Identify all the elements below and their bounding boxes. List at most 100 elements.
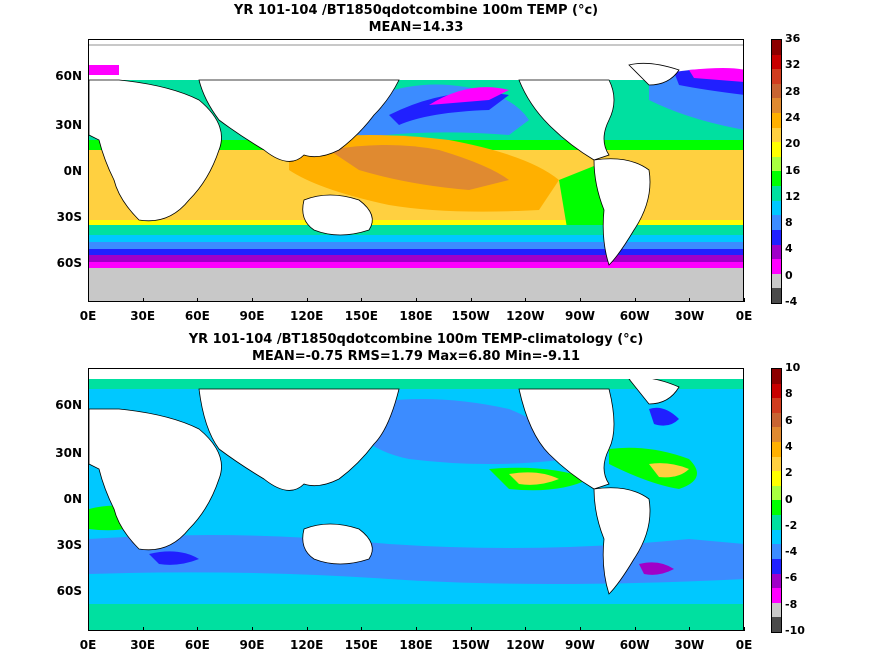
panel1-colorbar-swatch xyxy=(772,215,781,230)
panel2-lon-label: 150W xyxy=(451,638,490,652)
panel2-colorbar-label: -2 xyxy=(785,518,798,532)
panel1-colorbar-label: 0 xyxy=(785,268,793,282)
panel2-colorbar-swatch xyxy=(772,602,781,618)
panel1-lat-0n: 0N xyxy=(63,164,82,178)
panel2-colorbar-swatch xyxy=(772,442,781,457)
panel2-lon-tick xyxy=(580,627,581,631)
panel2-lon-tick xyxy=(361,627,363,631)
panel2-lon-label: 60W xyxy=(619,638,650,652)
panel2-lon-tick xyxy=(744,627,745,631)
panel1-lon-label: 90E xyxy=(239,309,265,323)
panel2-lat-30n: 30N xyxy=(55,446,82,460)
panel2-colorbar-label: -4 xyxy=(785,545,798,559)
panel2-colorbar-label: 2 xyxy=(785,466,793,480)
panel2-colorbar-swatch xyxy=(772,427,781,443)
panel1-colorbar-swatch xyxy=(772,259,781,274)
panel2-lon-label: 150E xyxy=(344,638,378,652)
panel1-lon-tick xyxy=(689,298,691,302)
panel2-colorbar-swatch xyxy=(772,617,781,632)
panel2-lon-label: 120W xyxy=(506,638,545,652)
panel2-colorbar-swatch xyxy=(772,500,781,516)
panel1-lon-tick xyxy=(470,298,472,302)
panel1-map xyxy=(88,39,744,302)
panel1-colorbar-swatch xyxy=(772,156,781,172)
panel2-colorbar-label: 4 xyxy=(785,439,793,453)
panel2-lon-tick xyxy=(416,627,417,631)
panel2-colorbar-label: 10 xyxy=(785,361,801,374)
panel2-colorbar-swatch xyxy=(772,588,781,603)
panel2-colorbar-swatch xyxy=(772,485,781,501)
panel2-lon-tick xyxy=(306,627,308,631)
panel2-colorbar-swatch xyxy=(772,412,781,428)
panel1-lon-label: 60E xyxy=(184,309,210,323)
panel1-colorbar-swatch xyxy=(772,171,781,187)
panel1-lon-label: 150E xyxy=(344,309,378,323)
panel2-lon-label: 60E xyxy=(184,638,210,652)
panel2-lon-label: 180E xyxy=(399,638,433,652)
panel1-lon-label: 120E xyxy=(290,309,324,323)
panel1-lon-tick xyxy=(634,298,636,302)
panel2-colorbar-swatch xyxy=(772,544,781,559)
panel2-title-line1: YR 101-104 /BT1850qdotcombine 100m TEMP-… xyxy=(188,332,644,347)
panel2-lat-30s: 30S xyxy=(56,538,82,552)
panel1-colorbar-label: 24 xyxy=(785,110,801,124)
panel1-colorbar-label: 16 xyxy=(785,163,801,177)
panel2-colorbar-swatch xyxy=(772,456,781,472)
panel1-colorbar-swatch xyxy=(772,98,781,114)
panel1-lon-tick xyxy=(252,298,253,302)
panel1-title-line1: YR 101-104 /BT1850qdotcombine 100m TEMP … xyxy=(233,3,599,18)
panel1-colorbar-swatch xyxy=(772,54,781,70)
panel1-title-line2: MEAN=14.33 xyxy=(368,20,464,35)
panel2-lon-tick xyxy=(88,627,89,631)
panel1-lon-tick xyxy=(416,298,417,302)
panel2-lon-tick xyxy=(470,627,472,631)
panel1-lat-30n: 30N xyxy=(55,118,82,132)
panel1-lon-tick xyxy=(580,298,581,302)
panel2-map xyxy=(88,368,744,631)
panel2-colorbar-swatch xyxy=(772,471,781,486)
panel1-lon-label: 60W xyxy=(619,309,650,323)
panel2-colorbar-label: 0 xyxy=(785,492,793,506)
panel2-colorbar-swatch xyxy=(772,398,781,413)
panel1-lon-label: 0E xyxy=(79,309,97,323)
panel1-lon-tick xyxy=(197,298,199,302)
panel1-lat-60n: 60N xyxy=(55,69,82,83)
panel2-lon-tick xyxy=(142,627,144,631)
panel1-colorbar-label: -4 xyxy=(785,295,798,308)
panel1-colorbar-swatch xyxy=(772,200,781,216)
panel1-lon-label: 30W xyxy=(674,309,705,323)
panel1-lon-tick xyxy=(306,298,308,302)
panel2-lon-label: 30E xyxy=(130,638,156,652)
panel1-colorbar-swatch xyxy=(772,40,781,55)
panel2-lon-label: 0E xyxy=(79,638,97,652)
panel2-colorbar-label: 6 xyxy=(785,413,793,427)
panel2-lon-label: 120E xyxy=(290,638,324,652)
panel2-lon-tick xyxy=(197,627,199,631)
panel1-colorbar-swatch xyxy=(772,142,781,157)
panel2-lat-60s: 60S xyxy=(56,584,82,598)
panel2-colorbar-label: -10 xyxy=(785,624,805,637)
panel2-lon-tick xyxy=(525,627,527,631)
panel2-colorbar-swatch xyxy=(772,573,781,589)
panel2-lat-0n: 0N xyxy=(63,492,82,506)
panel2-colorbar-swatch xyxy=(772,558,781,574)
panel1-lon-label: 180E xyxy=(399,309,433,323)
panel1-colorbar-label: 28 xyxy=(785,84,801,98)
panel2-title-line2: MEAN=-0.75 RMS=1.79 Max=6.80 Min=-9.11 xyxy=(251,349,581,364)
panel2-lon-label: 90E xyxy=(239,638,265,652)
panel1-colorbar-swatch xyxy=(772,229,781,245)
panel1-lon-label: 120W xyxy=(506,309,545,323)
panel1-lon-label: 90W xyxy=(565,309,595,323)
panel1-colorbar-label: 36 xyxy=(785,32,801,45)
panel1-lon-label: 0E xyxy=(735,309,753,323)
panel1-lon-tick xyxy=(525,298,527,302)
panel2-lat-60n: 60N xyxy=(55,398,82,412)
panel1-lat-60s: 60S xyxy=(56,256,82,270)
panel1-colorbar-label: 20 xyxy=(785,137,801,151)
panel1-lat-30s: 30S xyxy=(56,210,82,224)
panel2-lon-label: 0E xyxy=(735,638,753,652)
panel2-lon-tick xyxy=(689,627,691,631)
panel2-lon-tick xyxy=(252,627,253,631)
panel1-lon-label: 30E xyxy=(130,309,156,323)
panel1-lon-tick xyxy=(142,298,144,302)
